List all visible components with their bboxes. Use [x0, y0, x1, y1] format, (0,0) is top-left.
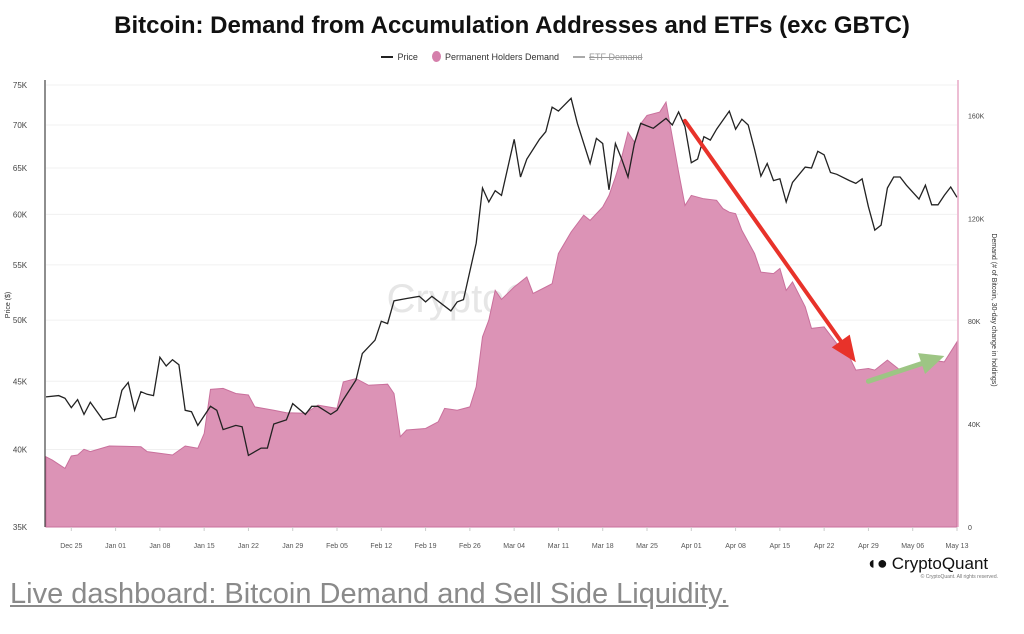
x-tick-label: Apr 22	[814, 543, 835, 550]
x-tick-label: May 13	[946, 543, 969, 550]
x-tick-label: Feb 12	[370, 543, 392, 550]
line-swatch-icon	[573, 55, 586, 58]
x-tick-label: Apr 15	[770, 543, 791, 550]
cryptoquant-logo: ◖● CryptoQuant	[866, 553, 988, 574]
x-tick-label: Apr 08	[725, 543, 746, 550]
x-tick-label: Mar 25	[636, 543, 658, 550]
legend-item-price[interactable]: Price	[381, 52, 418, 62]
x-tick-label: May 06	[901, 543, 924, 550]
cryptoquant-logo-icon: ◖●	[866, 553, 888, 573]
green-arrow-shaft	[865, 361, 925, 384]
x-tick-label: Apr 29	[858, 543, 879, 550]
y-right-tick-label: 80K	[968, 319, 981, 326]
y-right-tick-label: 120K	[968, 216, 985, 223]
x-tick-label: Feb 19	[415, 543, 437, 550]
red-arrow-shaft	[682, 118, 843, 344]
green-arrow-head-icon	[918, 353, 945, 375]
y-right-tick-label: 0	[968, 525, 972, 532]
x-tick-label: Feb 26	[459, 543, 481, 550]
y-left-tick-label: 45K	[13, 377, 28, 386]
y-left-tick-label: 40K	[13, 446, 28, 455]
y-right-tick-label: 160K	[968, 113, 985, 120]
y-left-tick-label: 60K	[13, 210, 28, 219]
chart-title: Bitcoin: Demand from Accumulation Addres…	[114, 12, 910, 39]
y-left-tick-label: 35K	[13, 523, 28, 532]
y-left-tick-label: 55K	[13, 261, 28, 270]
dot-swatch-icon	[431, 51, 441, 62]
logo-text: CryptoQuant	[891, 553, 989, 573]
x-tick-label: Mar 18	[592, 543, 614, 550]
y-left-tick-label: 75K	[13, 81, 28, 90]
y-left-tick-label: 65K	[13, 164, 28, 173]
legend-label: Permanent Holders Demand	[444, 51, 560, 62]
x-tick-label: Jan 01	[105, 543, 126, 550]
y-left-tick-label: 50K	[13, 316, 28, 325]
x-tick-label: Apr 01	[681, 543, 702, 550]
x-tick-label: Feb 05	[326, 543, 348, 550]
legend-item-etf-demand[interactable]: ETF Demand	[573, 52, 643, 62]
y-right-tick-label: 40K	[968, 422, 981, 429]
price-line	[45, 97, 958, 457]
red-arrow-head-icon	[831, 334, 856, 363]
copyright: © CryptoQuant. All rights reserved.	[920, 574, 998, 580]
x-tick-label: Mar 11	[548, 543, 569, 550]
y-left-tick-label: 70K	[13, 121, 28, 130]
legend-label: ETF Demand	[589, 51, 643, 62]
demand-area	[45, 100, 958, 528]
x-tick-label: Jan 08	[149, 543, 170, 550]
legend: Price Permanent Holders Demand ETF Deman…	[0, 51, 1024, 62]
y-left-label: Price ($)	[5, 292, 12, 318]
y-right-label: Demand (# of Bitcoin, 30-day change in h…	[990, 233, 997, 386]
x-tick-label: Jan 15	[194, 543, 215, 550]
legend-label: Price	[397, 51, 418, 62]
line-swatch-icon	[381, 55, 394, 58]
x-tick-label: Jan 22	[238, 543, 259, 550]
x-tick-label: Jan 29	[282, 543, 303, 550]
x-tick-label: Mar 04	[503, 543, 525, 550]
live-dashboard-link[interactable]: Live dashboard: Bitcoin Demand and Sell …	[10, 578, 729, 610]
legend-item-permanent-holders-demand[interactable]: Permanent Holders Demand	[431, 51, 560, 62]
x-tick-label: Dec 25	[60, 543, 82, 550]
